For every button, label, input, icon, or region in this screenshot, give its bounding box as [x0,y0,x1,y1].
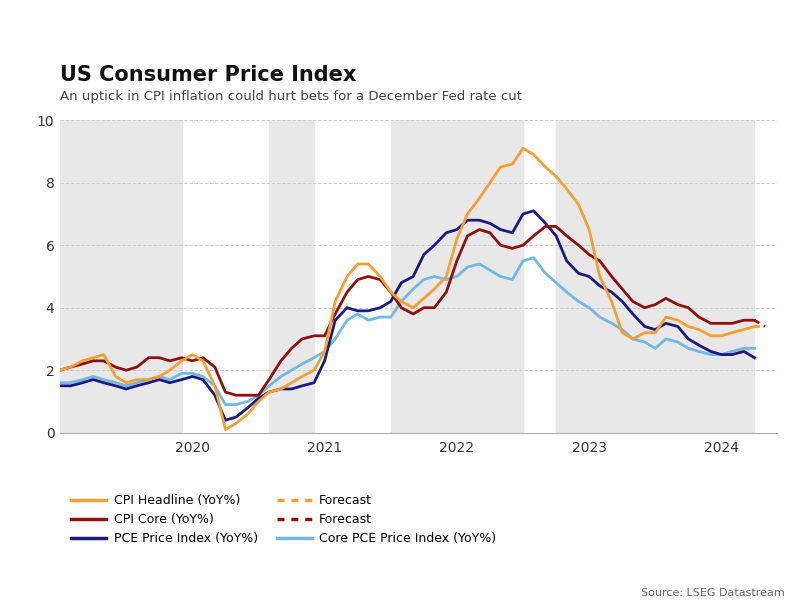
Bar [60,120,182,433]
Title: US Consumer Price Index: US Consumer Price Index [60,66,356,85]
Bar [556,120,755,433]
Bar [391,120,523,433]
Bar [269,120,314,433]
Text: Source: LSEG Datastream: Source: LSEG Datastream [642,588,785,598]
Text: An uptick in CPI inflation could hurt bets for a December Fed rate cut: An uptick in CPI inflation could hurt be… [60,90,522,103]
Legend: CPI Headline (YoY%), CPI Core (YoY%), PCE Price Index (YoY%), Forecast, Forecast: CPI Headline (YoY%), CPI Core (YoY%), PC… [66,489,501,551]
